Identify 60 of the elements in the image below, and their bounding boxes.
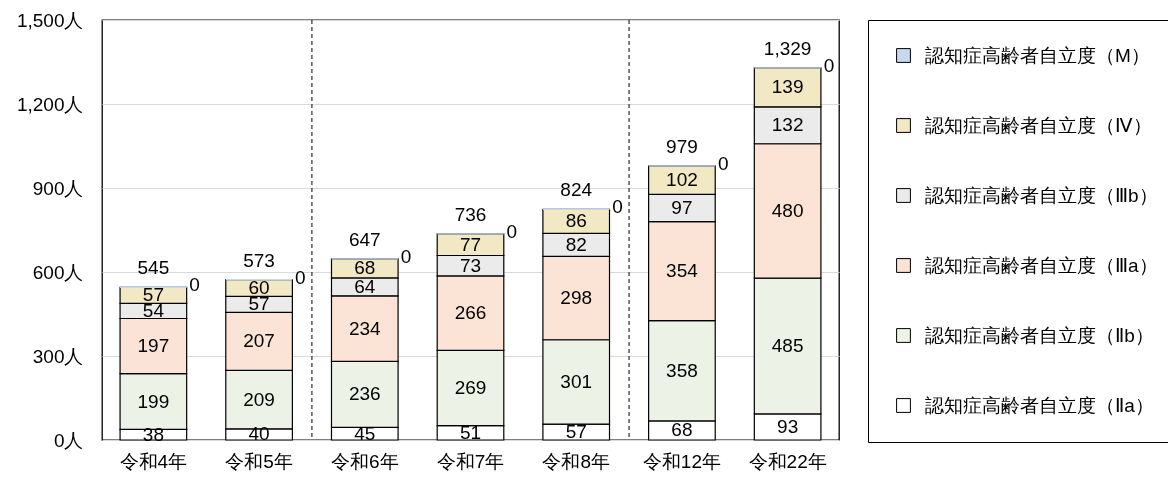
data-label: 236	[348, 383, 381, 405]
data-label: 197	[137, 335, 170, 357]
x-tick-label: 令和4年	[119, 450, 188, 472]
total-label: 824	[560, 179, 593, 201]
data-label: 82	[565, 233, 587, 255]
data-label: 97	[671, 197, 693, 219]
x-tick-label: 令和5年	[225, 450, 293, 472]
legend-label: 認知症高齢者自立度（Ⅲa）	[925, 254, 1158, 276]
data-label: 199	[137, 390, 170, 412]
data-label: 102	[666, 169, 698, 191]
y-tick-label: 1,500人	[16, 9, 84, 31]
data-label: 358	[666, 359, 698, 381]
data-label: 207	[243, 330, 275, 352]
y-tick-label: 600人	[32, 261, 84, 283]
data-label: 0	[295, 266, 306, 288]
data-label: 132	[771, 114, 804, 136]
data-label: 0	[400, 245, 412, 267]
data-label: 0	[717, 152, 729, 174]
data-label: 0	[612, 196, 623, 218]
data-label: 354	[666, 260, 699, 282]
total-label: 1,329	[763, 37, 812, 59]
data-label: 209	[243, 388, 275, 410]
legend-label: 認知症高齢者自立度（Ⅲb）	[925, 184, 1158, 206]
legend-label: 認知症高齢者自立度（Ⅳ）	[925, 114, 1152, 136]
legend-label: 認知症高齢者自立度（Ⅱa）	[925, 394, 1154, 416]
legend-label: 認知症高齢者自立度（Ⅱb）	[925, 324, 1154, 346]
data-label: 77	[459, 233, 482, 255]
data-label: 0	[506, 220, 518, 242]
data-label: 480	[771, 199, 804, 221]
data-label: 298	[560, 287, 593, 309]
legend-label: 認知症高齢者自立度（M）	[925, 44, 1150, 66]
y-tick-label: 1,200人	[16, 93, 84, 115]
x-tick-label: 令和8年	[542, 450, 610, 472]
x-tick-label: 令和6年	[331, 450, 399, 472]
y-tick-label: 300人	[32, 345, 84, 367]
total-label: 979	[666, 135, 698, 157]
total-label: 647	[348, 228, 381, 250]
data-label: 51	[459, 421, 482, 443]
x-tick-label: 令和7年	[436, 450, 505, 472]
data-label: 68	[671, 419, 693, 441]
data-label: 269	[454, 377, 487, 399]
y-tick-label: 0人	[53, 429, 84, 451]
data-label: 301	[560, 370, 593, 392]
total-label: 736	[454, 203, 487, 225]
data-label: 0	[823, 54, 835, 76]
y-tick-label: 900人	[32, 177, 84, 199]
data-label: 86	[565, 210, 587, 232]
data-label: 0	[189, 274, 200, 296]
x-tick-label: 令和22年	[748, 450, 827, 472]
total-label: 545	[137, 257, 170, 279]
data-label: 73	[459, 254, 482, 276]
data-label: 234	[348, 317, 382, 339]
data-label: 57	[565, 421, 587, 443]
data-label: 93	[777, 415, 799, 437]
data-label: 485	[771, 335, 804, 357]
total-label: 573	[243, 249, 275, 271]
data-label: 139	[771, 76, 804, 98]
x-tick-label: 令和12年	[642, 450, 721, 472]
data-label: 266	[454, 302, 487, 324]
data-label: 40	[248, 423, 270, 445]
